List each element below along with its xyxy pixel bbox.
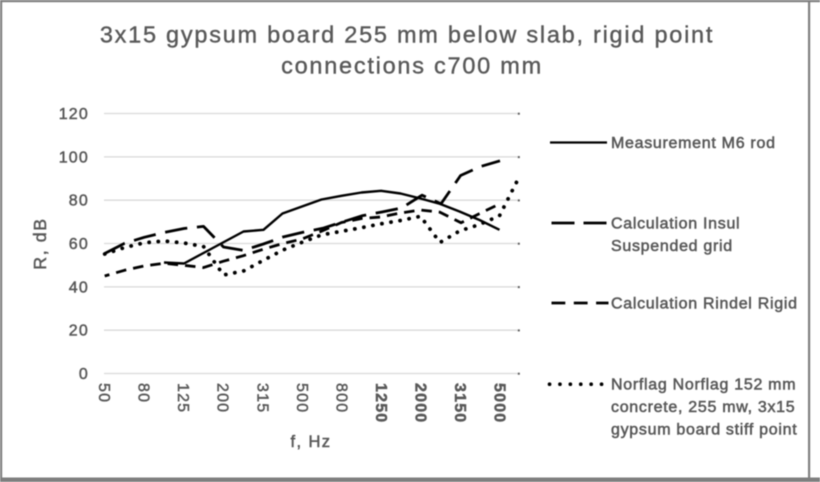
svg-text:80: 80 (69, 193, 89, 210)
svg-text:f, Hz: f, Hz (291, 433, 332, 451)
svg-text:80: 80 (135, 383, 152, 403)
svg-text:concrete, 255 mw, 3x15: concrete, 255 mw, 3x15 (611, 399, 795, 416)
svg-text:125: 125 (174, 383, 191, 413)
svg-text:3x15 gypsum board 255 mm below: 3x15 gypsum board 255 mm below slab, rig… (100, 22, 714, 48)
svg-text:Calculation Rindel Rigid: Calculation Rindel Rigid (611, 296, 798, 313)
svg-text:Calculation Insul: Calculation Insul (611, 216, 740, 233)
svg-text:200: 200 (214, 383, 231, 413)
svg-text:60: 60 (69, 236, 89, 253)
svg-text:315: 315 (253, 383, 270, 413)
svg-text:500: 500 (293, 383, 310, 413)
svg-text:50: 50 (95, 383, 112, 403)
svg-text:20: 20 (69, 323, 89, 340)
svg-text:R, dB: R, dB (30, 217, 50, 269)
svg-text:Measurement M6 rod: Measurement M6 rod (611, 135, 776, 152)
svg-text:gypsum board stiff point: gypsum board stiff point (611, 422, 797, 439)
svg-text:3150: 3150 (451, 383, 468, 423)
svg-text:2000: 2000 (411, 383, 428, 423)
svg-text:0: 0 (79, 366, 89, 383)
svg-text:100: 100 (59, 149, 89, 166)
svg-text:Suspended grid: Suspended grid (611, 238, 733, 255)
svg-text:40: 40 (69, 279, 89, 296)
svg-text:5000: 5000 (491, 383, 508, 423)
svg-text:800: 800 (332, 383, 349, 413)
svg-text:Norflag Norflag 152 mm: Norflag Norflag 152 mm (611, 377, 796, 394)
svg-text:connections c700 mm: connections c700 mm (281, 53, 543, 79)
svg-text:1250: 1250 (372, 383, 389, 423)
svg-text:120: 120 (59, 106, 89, 123)
